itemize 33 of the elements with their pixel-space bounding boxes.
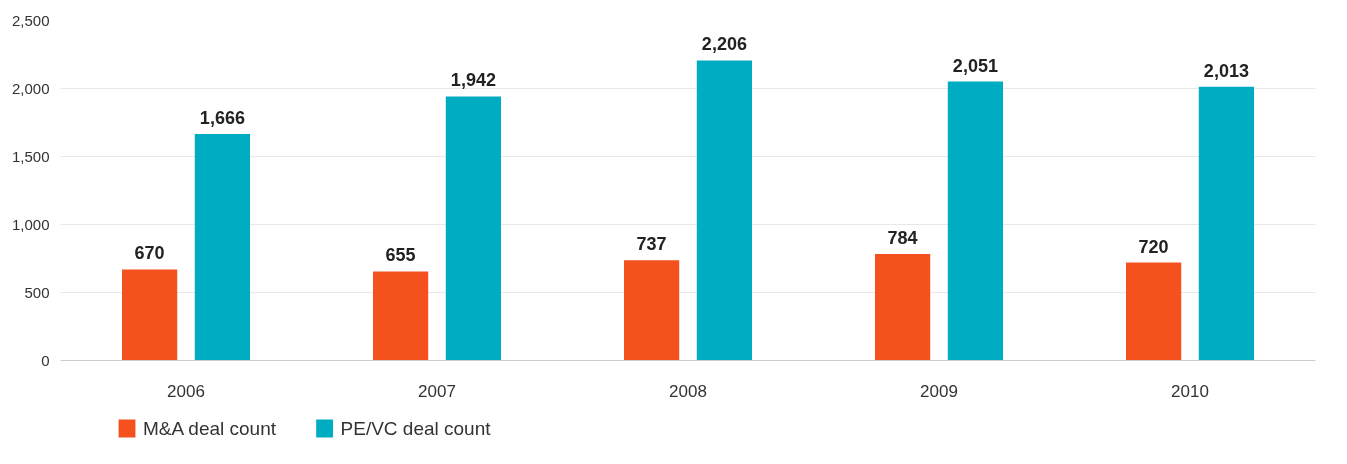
bar <box>947 81 1004 361</box>
bar <box>1198 86 1255 361</box>
x-tick-label: 2009 <box>920 381 958 401</box>
data-label: 720 <box>1138 236 1169 257</box>
bar <box>874 253 931 361</box>
y-tick-label: 1,500 <box>11 147 50 165</box>
x-tick-label: 2010 <box>1171 381 1209 401</box>
data-label: 670 <box>134 243 165 264</box>
y-tick-label: 1,000 <box>11 215 50 233</box>
data-label: 2,051 <box>952 55 998 76</box>
bar <box>372 271 429 361</box>
y-tick-label: 0 <box>41 351 50 369</box>
data-label: 784 <box>887 227 918 248</box>
x-tick-label: 2007 <box>418 381 456 401</box>
data-label: 1,942 <box>450 70 496 91</box>
data-label: 2,013 <box>1203 60 1249 81</box>
bar <box>696 60 753 361</box>
legend-label: M&A deal count <box>142 418 277 439</box>
bar <box>194 133 251 361</box>
bar <box>623 260 680 361</box>
y-tick-label: 2,000 <box>11 79 50 97</box>
data-label: 1,666 <box>199 107 245 128</box>
x-tick-label: 2008 <box>669 381 707 401</box>
data-label: 655 <box>385 245 416 266</box>
legend-label: PE/VC deal count <box>340 418 492 439</box>
y-tick-label: 500 <box>24 283 50 301</box>
data-label: 2,206 <box>701 34 747 55</box>
x-tick-label: 2006 <box>167 381 205 401</box>
bar <box>1125 262 1182 361</box>
bar <box>121 269 178 361</box>
bar <box>445 96 502 361</box>
data-label: 737 <box>636 234 667 255</box>
y-tick-label: 2,500 <box>11 11 50 29</box>
